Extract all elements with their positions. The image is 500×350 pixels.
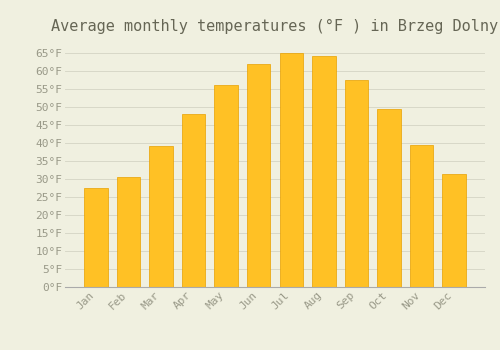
- Bar: [378, 108, 401, 287]
- Bar: [312, 56, 336, 287]
- Title: Average monthly temperatures (°F ) in Brzeg Dolny: Average monthly temperatures (°F ) in Br…: [52, 19, 498, 34]
- Bar: [280, 53, 303, 287]
- Bar: [344, 80, 368, 287]
- Bar: [149, 147, 172, 287]
- Bar: [182, 114, 206, 287]
- Bar: [116, 177, 140, 287]
- Bar: [214, 85, 238, 287]
- Bar: [410, 145, 434, 287]
- Bar: [442, 174, 466, 287]
- Bar: [84, 188, 108, 287]
- Bar: [247, 64, 270, 287]
